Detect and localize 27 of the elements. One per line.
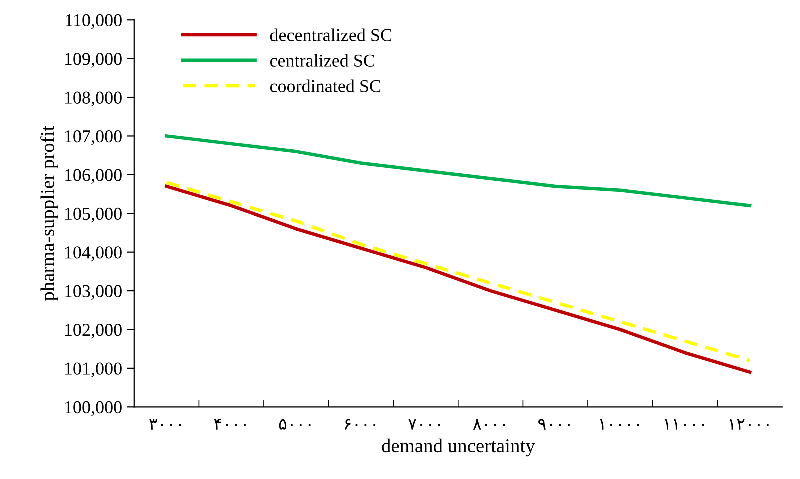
x-tick-label: ۹۰۰۰: [538, 419, 570, 430]
legend-label: centralized SC: [270, 54, 375, 67]
y-tick-label: 103,000: [66, 285, 122, 300]
x-tick-label: ۶۰۰۰: [344, 419, 376, 430]
y-tick-label: 104,000: [66, 246, 122, 262]
line-series: [165, 134, 752, 208]
y-tick-label: 102,000: [66, 324, 122, 339]
x-tick-label: ۷۰۰۰: [408, 419, 440, 430]
x-tick-label: ۱۲۰۰۰: [730, 419, 769, 430]
x-axis-title: demand uncertainty: [382, 438, 536, 457]
x-tick-label: ۴۰۰۰: [214, 419, 246, 430]
y-tick-label: 110,000: [66, 14, 122, 30]
x-tick-label: ۵۰۰۰: [279, 419, 311, 430]
legend-label: coordinated SC: [270, 80, 381, 92]
legend-label: decentralized SC: [270, 28, 392, 42]
y-tick-label: 107,000: [66, 130, 122, 146]
y-tick-label: 101,000: [66, 362, 122, 378]
y-tick-label: 105,000: [66, 208, 122, 223]
y-tick-label: 106,000: [66, 169, 122, 184]
y-axis-title: pharma-supplier profit: [40, 126, 58, 302]
x-tick-label: ۸۰۰۰: [473, 419, 506, 430]
x-tick-label: ۱۰۰۰۰: [600, 419, 640, 430]
x-tick-label: ۳۰۰۰: [150, 419, 182, 430]
y-tick-label: 109,000: [66, 53, 122, 68]
x-tick-label: ۱۱۰۰۰: [665, 419, 704, 430]
y-tick-label: 108,000: [66, 92, 122, 107]
y-tick-label: 100,000: [66, 401, 122, 416]
